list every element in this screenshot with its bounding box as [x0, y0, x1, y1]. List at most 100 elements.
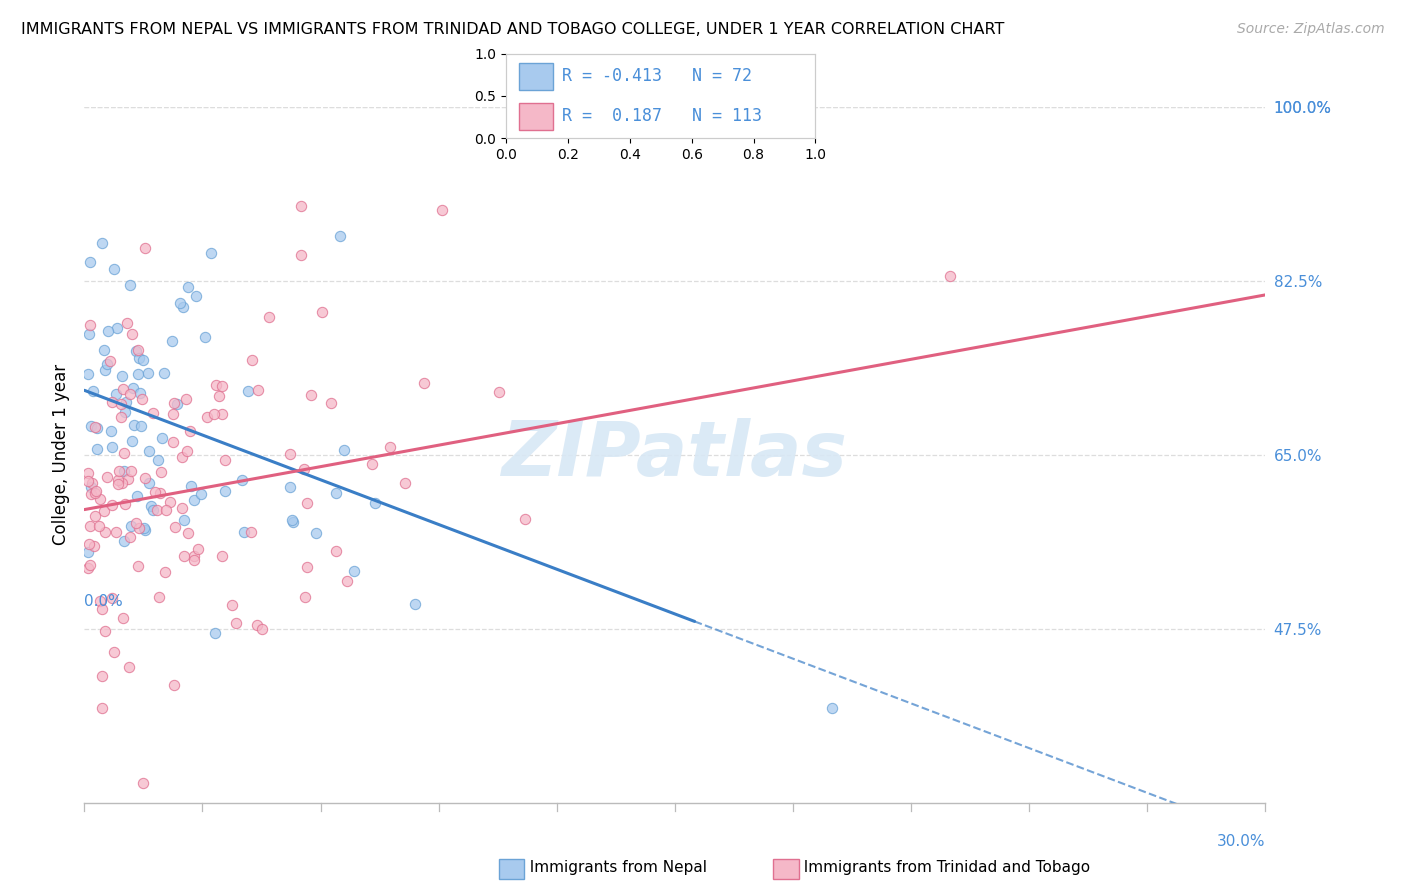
- Point: [120, 464, 142, 478]
- FancyBboxPatch shape: [519, 103, 553, 130]
- Point: [110, 409, 132, 424]
- Point: [232, 524, 254, 539]
- Point: [91, 602, 114, 616]
- Point: [77, 545, 100, 559]
- Point: [193, 330, 215, 344]
- Point: [94, 363, 117, 377]
- Point: [183, 493, 205, 508]
- Text: R =  0.187   N = 113: R = 0.187 N = 113: [562, 107, 762, 125]
- Point: [143, 484, 166, 499]
- Point: [153, 366, 176, 380]
- Y-axis label: College, Under 1 year: College, Under 1 year: [52, 364, 70, 546]
- Point: [430, 203, 453, 218]
- Point: [134, 521, 156, 535]
- Point: [105, 525, 128, 540]
- Point: [187, 542, 209, 557]
- Point: [79, 255, 101, 269]
- Point: [211, 549, 233, 563]
- Point: [361, 457, 384, 471]
- Point: [246, 383, 269, 397]
- Text: Source: ZipAtlas.com: Source: ZipAtlas.com: [1237, 22, 1385, 37]
- Point: [86, 421, 108, 435]
- Point: [128, 351, 150, 365]
- Point: [120, 277, 142, 292]
- Point: [176, 444, 198, 458]
- Point: [148, 591, 170, 605]
- Point: [250, 623, 273, 637]
- Point: [166, 397, 188, 411]
- Point: [117, 316, 139, 330]
- Point: [128, 386, 150, 401]
- Point: [150, 431, 173, 445]
- Point: [96, 357, 118, 371]
- Point: [114, 405, 136, 419]
- Point: [159, 495, 181, 509]
- Point: [413, 376, 436, 391]
- Point: [208, 389, 231, 403]
- Point: [112, 464, 135, 478]
- Point: [90, 700, 112, 714]
- Point: [108, 464, 131, 478]
- Point: [214, 484, 236, 499]
- Point: [79, 318, 101, 332]
- Point: [129, 419, 152, 434]
- Point: [142, 503, 165, 517]
- Text: Immigrants from Nepal: Immigrants from Nepal: [520, 860, 707, 874]
- Point: [231, 473, 253, 487]
- Point: [124, 516, 146, 530]
- Point: [162, 434, 184, 449]
- Text: ZIPatlas: ZIPatlas: [502, 418, 848, 491]
- Point: [90, 669, 112, 683]
- Text: Immigrants from Trinidad and Tobago: Immigrants from Trinidad and Tobago: [794, 860, 1091, 874]
- Point: [173, 549, 195, 563]
- Point: [142, 406, 165, 420]
- Point: [89, 492, 111, 507]
- Point: [939, 268, 962, 283]
- Point: [404, 597, 426, 611]
- Point: [100, 591, 122, 605]
- Point: [127, 343, 149, 357]
- Point: [103, 261, 125, 276]
- Point: [138, 366, 160, 380]
- Point: [329, 229, 352, 244]
- Point: [180, 479, 202, 493]
- Point: [325, 486, 347, 500]
- Point: [311, 305, 333, 319]
- Point: [107, 476, 129, 491]
- Point: [488, 385, 510, 400]
- Point: [103, 645, 125, 659]
- Point: [94, 624, 117, 639]
- Point: [118, 387, 141, 401]
- Text: R = -0.413   N = 72: R = -0.413 N = 72: [562, 68, 752, 86]
- Point: [141, 499, 163, 513]
- Point: [176, 280, 198, 294]
- Point: [121, 434, 143, 448]
- Point: [127, 367, 149, 381]
- Text: IMMIGRANTS FROM NEPAL VS IMMIGRANTS FROM TRINIDAD AND TOBAGO COLLEGE, UNDER 1 YE: IMMIGRANTS FROM NEPAL VS IMMIGRANTS FROM…: [21, 22, 1004, 37]
- Point: [278, 447, 301, 461]
- Point: [172, 450, 194, 465]
- Point: [343, 564, 366, 578]
- Point: [177, 526, 200, 541]
- Point: [117, 472, 139, 486]
- Point: [257, 310, 280, 325]
- Point: [173, 513, 195, 527]
- Point: [242, 353, 264, 368]
- Point: [160, 334, 183, 348]
- Point: [101, 440, 124, 454]
- Point: [336, 574, 359, 588]
- Point: [105, 321, 128, 335]
- Point: [100, 353, 122, 368]
- Point: [174, 392, 197, 406]
- Point: [83, 486, 105, 500]
- Point: [87, 519, 110, 533]
- Point: [97, 324, 120, 338]
- Point: [184, 289, 207, 303]
- Point: [121, 381, 143, 395]
- Point: [112, 610, 135, 624]
- Point: [77, 561, 100, 575]
- Point: [294, 590, 316, 604]
- Point: [172, 300, 194, 314]
- Point: [295, 496, 318, 510]
- Point: [363, 496, 385, 510]
